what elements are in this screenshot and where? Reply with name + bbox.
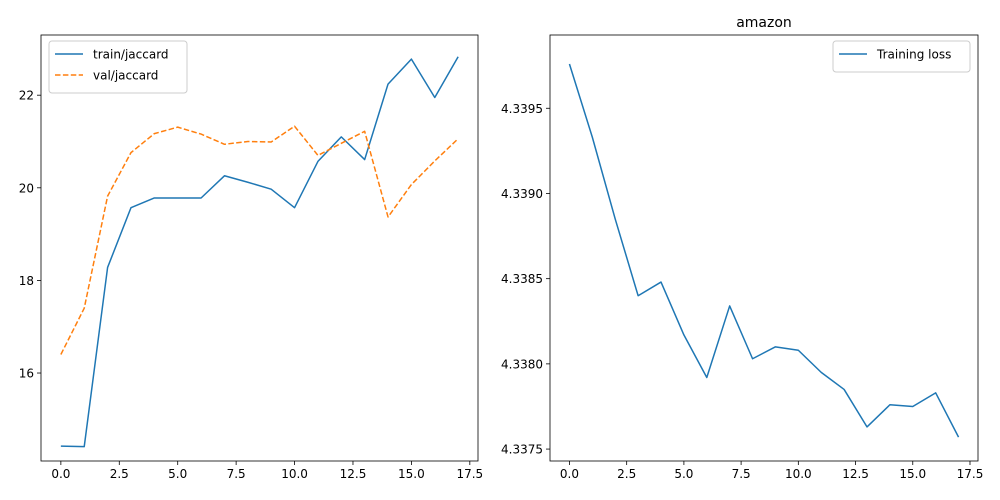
left-chart-y-tick-label: 22	[19, 89, 34, 103]
left-chart-x-tick-label: 7.5	[227, 467, 246, 481]
left-chart-plot-area: 0.0 2.5 5.0 7.5 10.0 12.5 15.0 17.5 16 18 20 22 trai…	[19, 34, 483, 481]
left-chart-legend-box	[48, 40, 188, 94]
left-chart-axes-frame	[40, 34, 479, 462]
left-chart-x-tick-label: 0.0	[51, 467, 70, 481]
left-chart-panel: 0.0 2.5 5.0 7.5 10.0 12.5 15.0 17.5 16 18 20 22 trai…	[19, 34, 483, 481]
left-chart-x-tick-label: 10.0	[281, 467, 308, 481]
right-chart-y-tick-label: 4.3395	[501, 102, 543, 116]
right-chart-legend-box	[832, 40, 971, 73]
left-chart-legend-label-val-jaccard: val/jaccard	[93, 69, 158, 83]
right-chart-x-tick-label: 2.5	[617, 467, 636, 481]
right-chart-y-tick-label: 4.3390	[501, 187, 543, 201]
left-chart-legend-label-train-jaccard: train/jaccard	[93, 48, 169, 62]
left-chart-legend: train/jaccard val/jaccard	[48, 40, 188, 94]
left-chart-x-tick-label: 2.5	[110, 467, 129, 481]
left-chart-x-tick-label: 12.5	[340, 467, 367, 481]
right-chart-axes-frame	[549, 34, 979, 462]
right-chart-x-tick-label: 17.5	[957, 467, 984, 481]
right-chart-panel: amazon 0.0 2.5 5.0 7.5 10.0 12.5 15.0 17.5 4.337…	[501, 15, 983, 481]
right-chart-series-training-loss-line	[568, 63, 960, 438]
right-chart-y-tick-label: 4.3385	[501, 272, 543, 286]
right-chart-x-tick-label: 15.0	[899, 467, 926, 481]
left-chart-x-tick-label: 15.0	[398, 467, 425, 481]
right-chart-x-tick-label: 7.5	[732, 467, 751, 481]
left-chart-series-val-jaccard-line	[60, 125, 459, 355]
left-chart-x-tick-label: 17.5	[456, 467, 483, 481]
right-chart-x-tick-label: 12.5	[842, 467, 869, 481]
right-chart-x-tick-label: 5.0	[674, 467, 693, 481]
right-chart-title: amazon	[736, 15, 792, 31]
left-chart-series-train-jaccard-line	[60, 56, 459, 448]
left-chart-x-tick-label: 5.0	[168, 467, 187, 481]
left-chart-y-tick-label: 18	[19, 274, 34, 288]
left-chart-y-tick-label: 16	[19, 367, 34, 381]
right-chart-y-tick-label: 4.3380	[501, 357, 543, 371]
right-chart-x-tick-label: 0.0	[560, 467, 579, 481]
right-chart-y-tick-label: 4.3375	[501, 443, 543, 457]
right-chart-plot-area: 0.0 2.5 5.0 7.5 10.0 12.5 15.0 17.5 4.3375 4.3380…	[501, 34, 984, 481]
right-chart-legend-label-training-loss: Training loss	[876, 48, 951, 62]
right-chart-x-tick-label: 10.0	[785, 467, 812, 481]
right-chart-legend: Training loss	[832, 40, 971, 73]
left-chart-y-tick-label: 20	[19, 181, 34, 195]
